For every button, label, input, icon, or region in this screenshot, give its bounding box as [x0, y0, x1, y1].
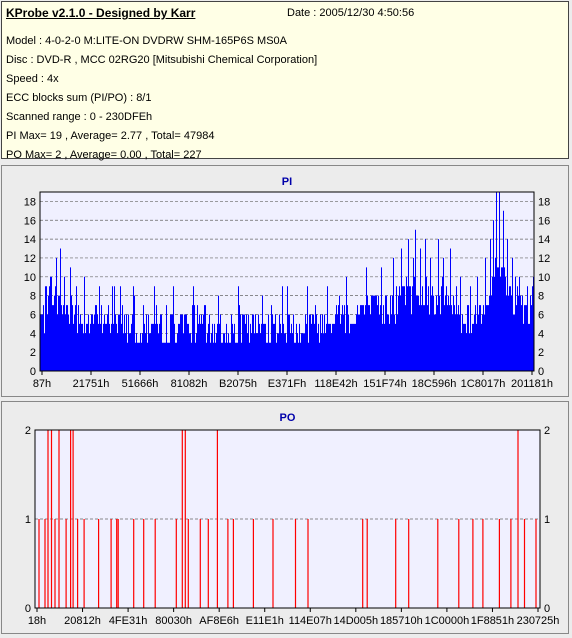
po-xtick-label: 230725h [517, 615, 560, 627]
info-po-stats: PO Max= 2 , Average= 0.00 , Total= 227 [6, 149, 202, 161]
po-xtick-label: 14D005h [333, 615, 378, 627]
pi-ytick-left: 18 [24, 196, 36, 208]
po-chart-panel: PO 0 0 1 1 2 2 18h 20812h 4FE31h 80030h AF8E6h E11E1… [1, 401, 569, 634]
pi-ytick-right: 18 [538, 196, 550, 208]
pi-chart-title: PI [282, 176, 292, 188]
pi-ytick-left: 8 [30, 291, 36, 303]
pi-xtick-label: 81082h [171, 378, 208, 390]
pi-chart-panel: PI 0 0 2 2 4 4 6 6 8 8 10 10 12 12 14 14 16 16 18 18 87h 21751… [1, 165, 569, 397]
po-xtick-label: 1C0000h [425, 615, 470, 627]
pi-xtick-label: 118E42h [314, 378, 357, 390]
scan-date: Date : 2005/12/30 4:50:56 [287, 7, 415, 19]
pi-ytick-right: 2 [538, 347, 544, 359]
po-xtick-label: 1F8851h [471, 615, 514, 627]
pi-xtick-label: 21751h [73, 378, 110, 390]
po-xtick-label: 18h [28, 615, 46, 627]
info-model: Model : 4-0-2-0 M:LITE-ON DVDRW SHM-165P… [6, 35, 287, 47]
pi-ytick-right: 14 [538, 234, 550, 246]
pi-ytick-right: 8 [538, 291, 544, 303]
app-title: KProbe v2.1.0 - Designed by Karr [6, 6, 196, 20]
pi-chart: PI 0 0 2 2 4 4 6 6 8 8 10 10 12 12 14 14 16 16 18 18 87h 21751… [24, 176, 553, 390]
pi-xtick-label: B2075h [219, 378, 257, 390]
pi-plot-border [39, 191, 535, 372]
po-ytick-right: 2 [544, 425, 550, 437]
po-xtick-label: 4FE31h [109, 615, 148, 627]
pi-ytick-left: 4 [30, 328, 36, 340]
po-xtick-label: AF8E6h [199, 615, 239, 627]
po-ytick-left: 1 [25, 514, 31, 526]
po-chart-title: PO [280, 412, 296, 424]
po-xtick-label: 114E07h [289, 615, 332, 627]
po-xtick-label: 20812h [64, 615, 101, 627]
pi-ytick-right: 4 [538, 328, 544, 340]
po-ytick-right: 0 [544, 603, 550, 615]
pi-ytick-left: 12 [24, 253, 36, 265]
pi-xtick-label: 201181h [511, 378, 553, 390]
info-pi-stats: PI Max= 19 , Average= 2.77 , Total= 4798… [6, 130, 215, 142]
po-xtick-label: E11E1h [246, 615, 284, 627]
info-disc: Disc : DVD-R , MCC 02RG20 [Mitsubishi Ch… [6, 54, 318, 66]
po-ytick-left: 2 [25, 425, 31, 437]
info-speed: Speed : 4x [6, 73, 59, 85]
pi-ytick-left: 14 [24, 234, 36, 246]
pi-ytick-right: 6 [538, 309, 544, 321]
pi-ytick-left: 16 [24, 215, 36, 227]
po-plot-border [34, 429, 541, 609]
po-xtick-label: 185710h [380, 615, 423, 627]
info-range: Scanned range : 0 - 230DFEh [6, 111, 153, 123]
pi-xtick-label: 18C596h [412, 378, 457, 390]
pi-xtick-label: E371Fh [268, 378, 307, 390]
po-ytick-right: 1 [544, 514, 550, 526]
pi-ytick-left: 0 [30, 366, 36, 378]
pi-ytick-left: 2 [30, 347, 36, 359]
pi-xtick-label: 51666h [122, 378, 159, 390]
pi-xtick-label: 1C8017h [461, 378, 506, 390]
pi-ytick-left: 6 [30, 309, 36, 321]
pi-ytick-right: 12 [538, 253, 550, 265]
pi-xtick-label: 87h [33, 378, 51, 390]
pi-ytick-right: 16 [538, 215, 550, 227]
po-chart: PO 0 0 1 1 2 2 18h 20812h 4FE31h 80030h AF8E6h E11E1… [25, 412, 560, 627]
pi-xtick-label: 151F74h [363, 378, 406, 390]
info-panel: KProbe v2.1.0 - Designed by Karr Date : … [1, 1, 569, 161]
pi-ytick-left: 10 [24, 272, 36, 284]
pi-ytick-right: 10 [538, 272, 550, 284]
pi-ytick-right: 0 [538, 366, 544, 378]
po-xtick-label: 80030h [155, 615, 192, 627]
info-ecc: ECC blocks sum (PI/PO) : 8/1 [6, 92, 152, 104]
po-ytick-left: 0 [25, 603, 31, 615]
